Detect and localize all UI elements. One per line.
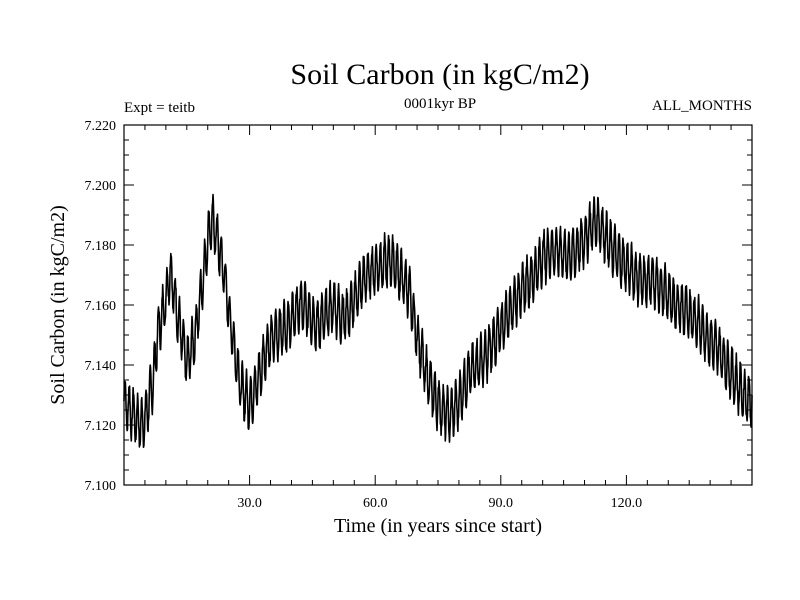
months-label: ALL_MONTHS [652, 98, 752, 114]
x-tick-label: 120.0 [611, 496, 643, 511]
y-axis-label: Soil Carbon (in kgC/m2) [47, 205, 69, 404]
x-tick-labels: 30.0 60.0 90.0 120.0 [237, 496, 642, 511]
experiment-label: Expt = teitb [124, 100, 195, 116]
x-tick-label: 30.0 [237, 496, 262, 511]
x-axis-label: Time (in years since start) [334, 515, 542, 537]
y-tick-label: 7.220 [85, 119, 117, 134]
period-label: 0001kyr BP [404, 96, 476, 112]
y-tick-label: 7.140 [85, 359, 117, 374]
series-line-soil-carbon [123, 193, 753, 448]
x-tick-label: 90.0 [489, 496, 514, 511]
y-tick-label: 7.120 [85, 419, 117, 434]
axis-ticks [124, 125, 752, 485]
y-tick-labels: 7.100 7.120 7.140 7.160 7.180 7.200 7.220 [85, 119, 117, 494]
y-tick-label: 7.200 [85, 179, 117, 194]
y-tick-label: 7.160 [85, 299, 117, 314]
chart-title: Soil Carbon (in kgC/m2) [290, 58, 589, 91]
x-tick-label: 60.0 [363, 496, 388, 511]
y-tick-label: 7.180 [85, 239, 117, 254]
y-tick-label: 7.100 [85, 479, 117, 494]
